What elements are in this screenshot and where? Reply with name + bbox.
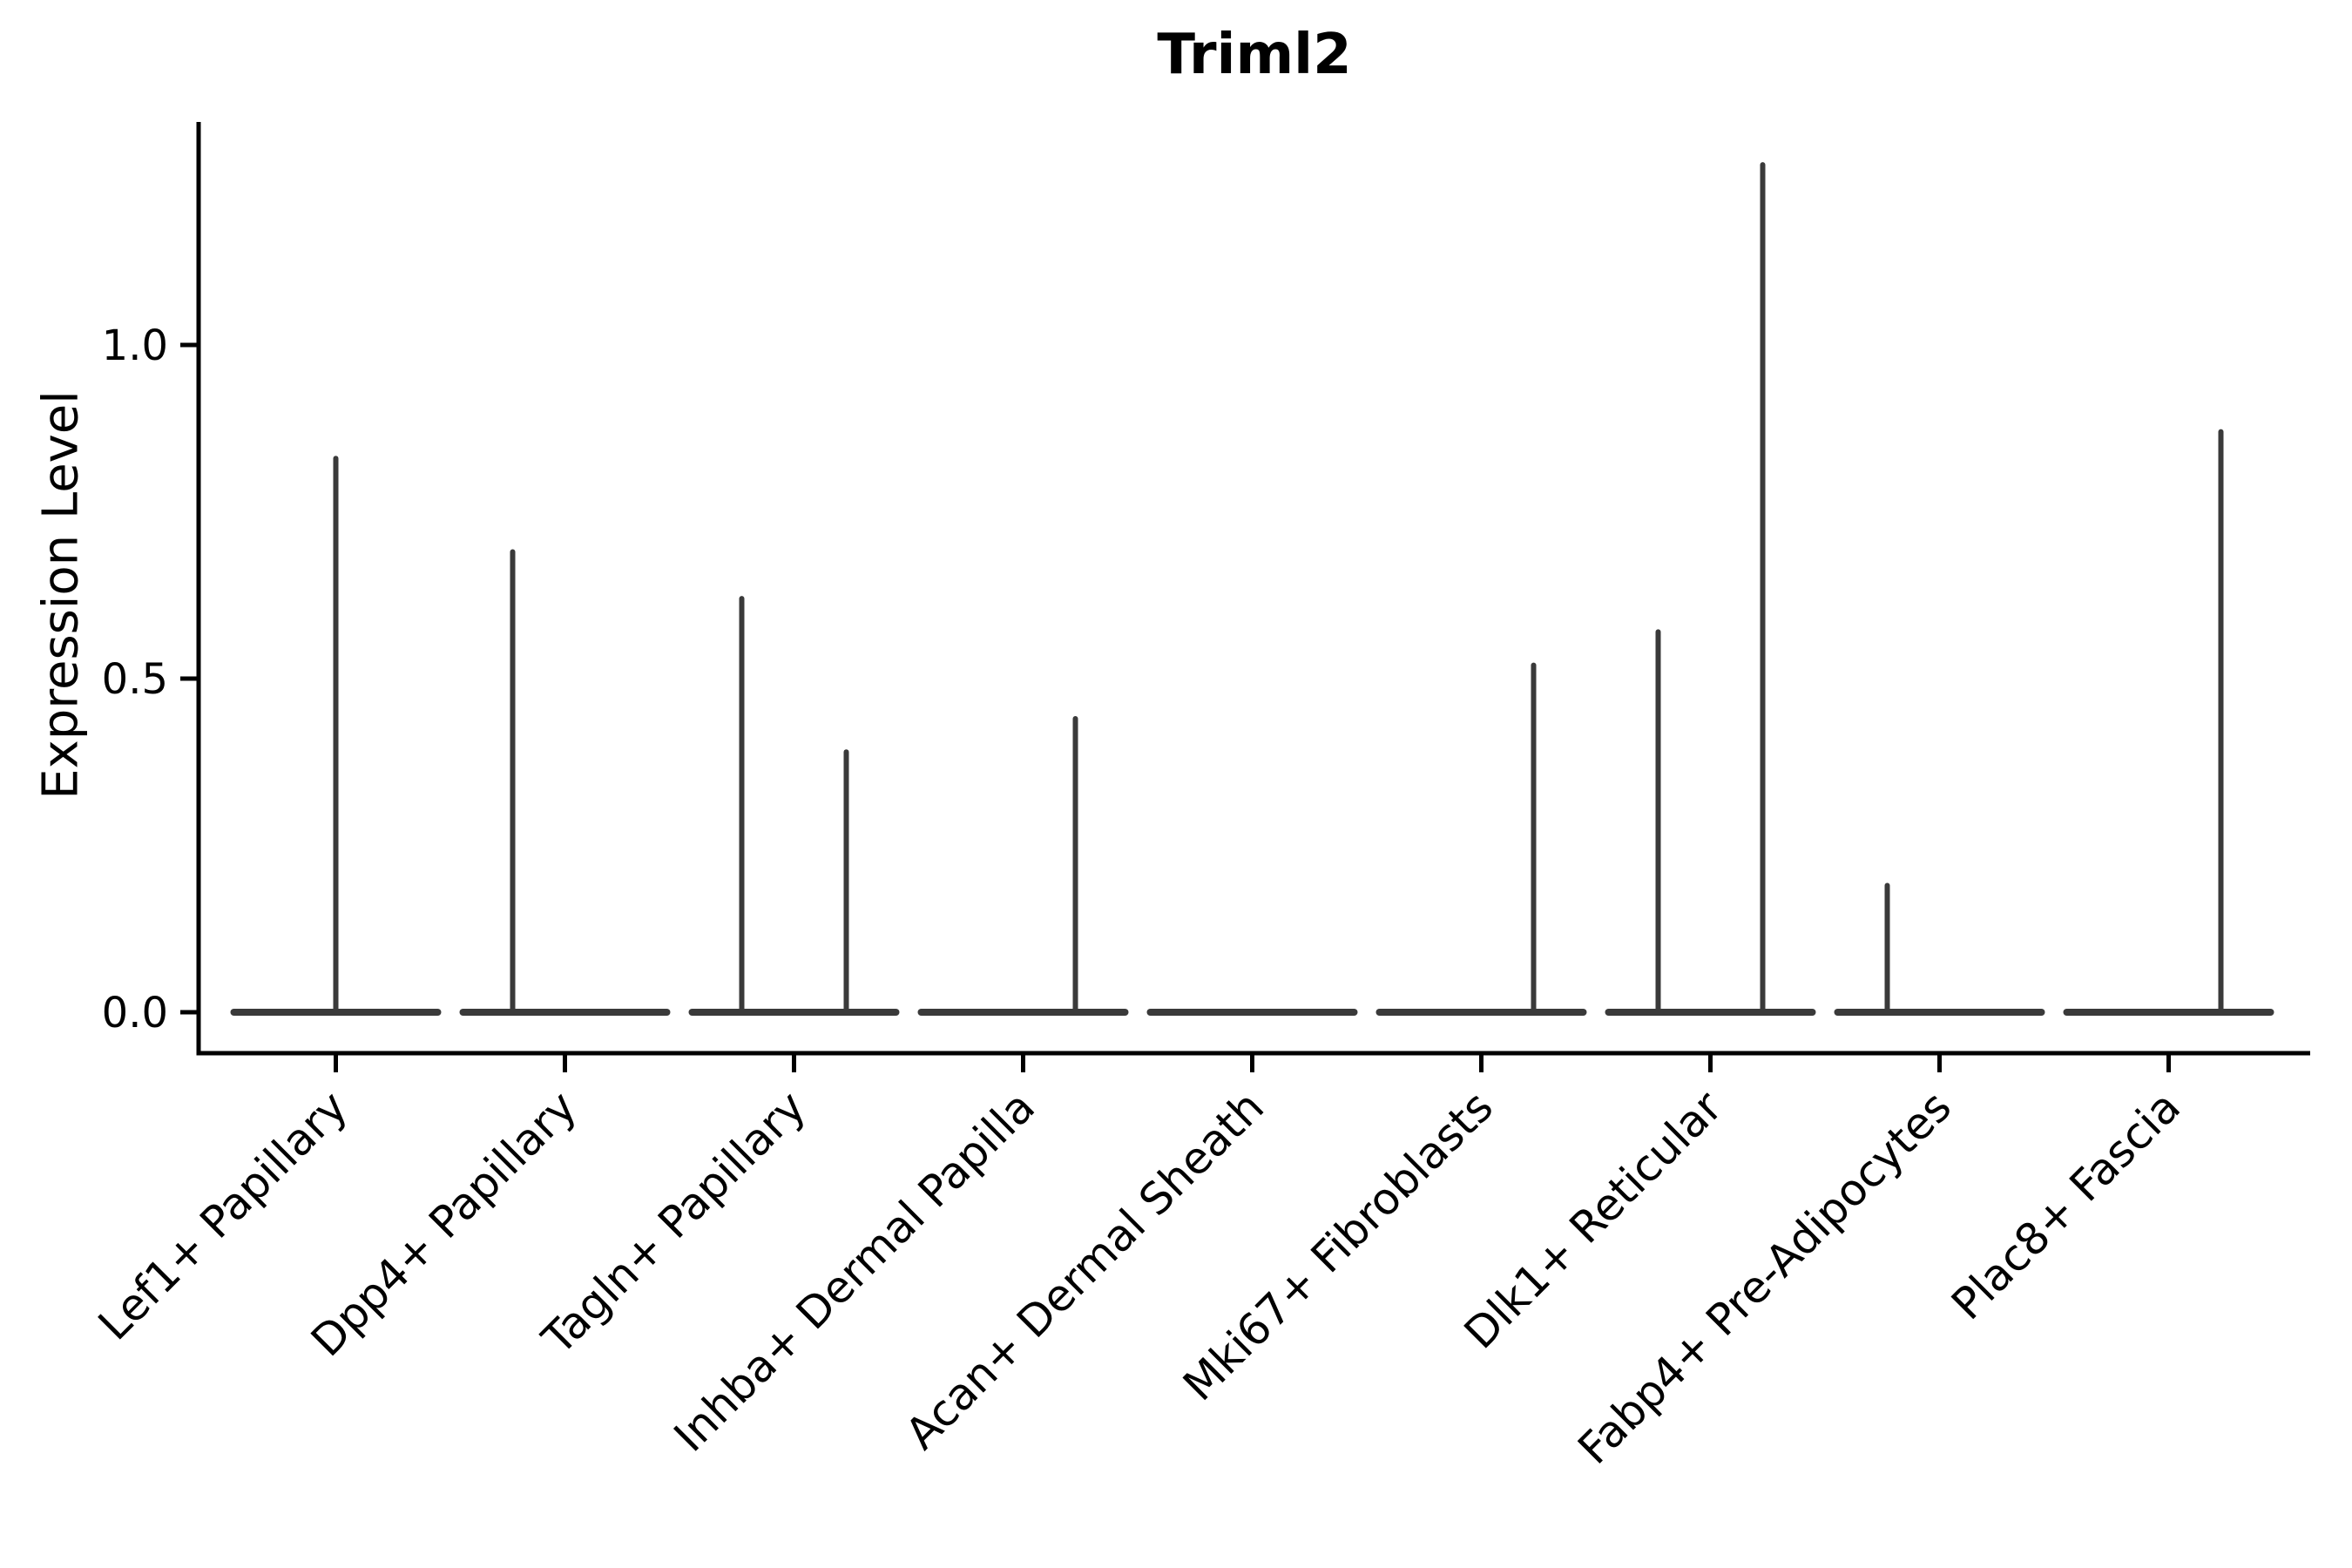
x-tick-label: Plac8+ Fascia — [1942, 1081, 2190, 1329]
violin-baseline-body — [1834, 1009, 2045, 1016]
x-tick-label: Lef1+ Papillary — [89, 1081, 357, 1349]
violin-baseline-body — [1375, 1009, 1587, 1016]
violin-baseline-body — [688, 1009, 900, 1016]
chart-title: Triml2 — [1157, 23, 1352, 87]
violin-baseline-body — [459, 1009, 671, 1016]
violin-baseline-body — [2063, 1009, 2274, 1016]
y-tick-label: 1.0 — [102, 321, 168, 370]
violin-baseline-body — [1605, 1009, 1816, 1016]
violin-baseline-body — [917, 1009, 1129, 1016]
y-tick-label: 0.5 — [102, 655, 168, 704]
violin-baseline-body — [1146, 1009, 1358, 1016]
y-tick-label: 0.0 — [102, 989, 168, 1037]
x-tick-label: Fabp4+ Pre-Adipocytes — [1568, 1081, 1961, 1474]
